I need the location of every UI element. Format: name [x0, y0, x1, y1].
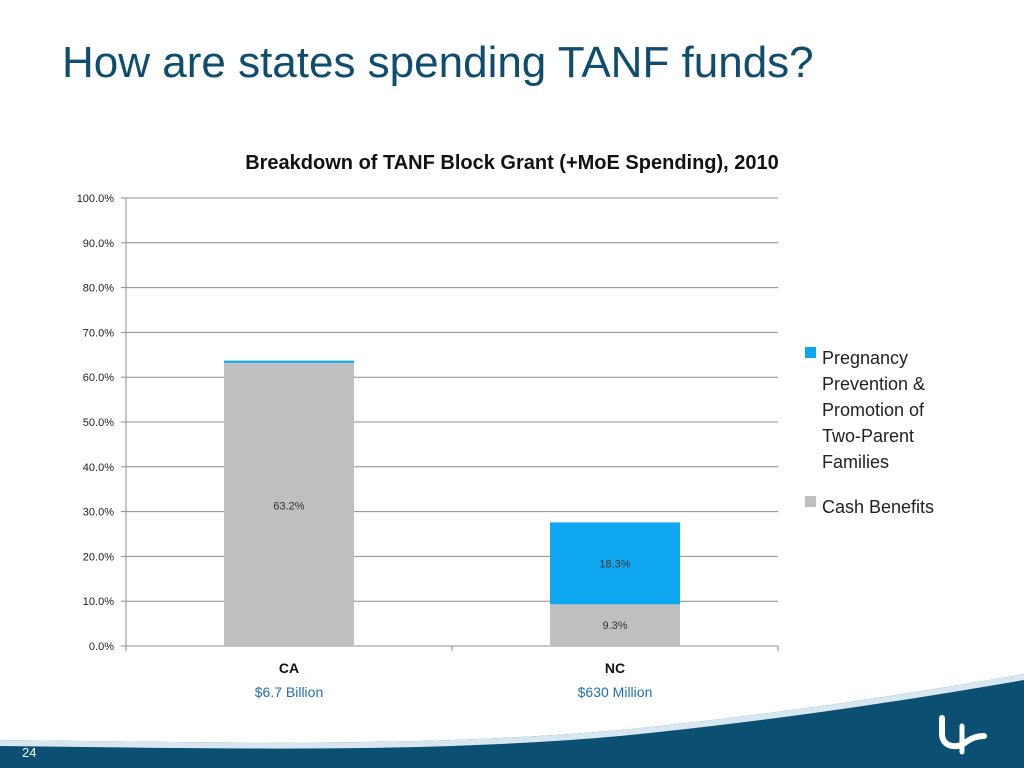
y-tick-label: 40.0%: [83, 462, 114, 474]
data-labels: 63.2% 9.3% 18.3%: [273, 500, 630, 632]
bar-ca-pregnancy-prevention: [224, 360, 354, 363]
legend-label: Pregnancy: [822, 348, 908, 368]
y-tick-label: 90.0%: [83, 238, 114, 250]
grid: [126, 197, 778, 647]
y-tick-label: 10.0%: [83, 596, 114, 608]
data-label: 63.2%: [273, 500, 304, 512]
y-tick-label: 50.0%: [83, 417, 114, 429]
footer-wave-highlight: [0, 674, 1024, 749]
x-category-label: CA: [279, 660, 299, 676]
x-category-label: NC: [605, 660, 625, 676]
legend-swatch: [805, 347, 816, 358]
legend-cash-benefits: Cash Benefits: [805, 496, 934, 517]
y-tick-label: 60.0%: [83, 372, 114, 384]
y-tick-label: 80.0%: [83, 283, 114, 295]
page-number: 24: [22, 745, 37, 760]
data-label: 9.3%: [602, 620, 627, 632]
legend: Pregnancy Prevention & Promotion of Two-Par…: [805, 347, 934, 517]
legend-label: Two-Parent: [822, 426, 914, 446]
slide-title: How are states spending TANF funds?: [62, 38, 814, 87]
data-label: 18.3%: [599, 558, 630, 570]
y-tick-label: 20.0%: [83, 551, 114, 563]
legend-label: Families: [822, 452, 889, 472]
y-tick-label: 70.0%: [83, 327, 114, 339]
chart-title: Breakdown of TANF Block Grant (+MoE Spen…: [245, 152, 779, 174]
x-category-sublabel: $630 Million: [578, 684, 653, 700]
swoosh-logo-icon: [939, 715, 987, 755]
legend-label: Cash Benefits: [822, 497, 934, 517]
legend-pregnancy-prevention: Pregnancy Prevention & Promotion of Two-Par…: [805, 347, 925, 472]
y-tick-label: 0.0%: [89, 641, 114, 653]
y-tick-label: 100.0%: [77, 193, 115, 205]
y-tick-label: 30.0%: [83, 507, 114, 519]
legend-swatch: [805, 496, 816, 507]
bar-nc-cash-benefits: [550, 604, 680, 646]
bar-nc-pregnancy-prevention: [550, 522, 680, 605]
bar-ca-cash-benefits: [224, 362, 354, 646]
bars: [224, 360, 680, 646]
legend-label: Promotion of: [822, 400, 925, 420]
footer-wave: [0, 674, 1024, 768]
legend-label: Prevention &: [822, 374, 925, 394]
x-category-sublabel: $6.7 Billion: [255, 684, 324, 700]
